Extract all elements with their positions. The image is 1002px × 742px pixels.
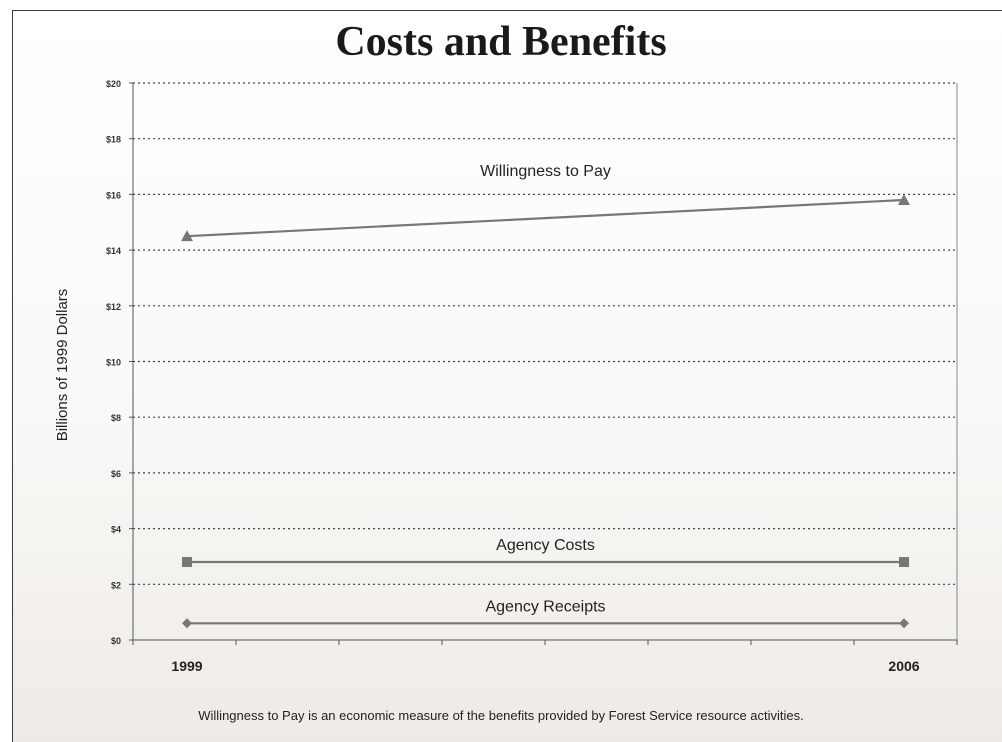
y-tick-label: $20 (106, 79, 121, 89)
grid-layer (133, 82, 957, 585)
y-tick-label: $0 (111, 636, 121, 646)
x-tick-label: 2006 (888, 658, 919, 674)
data-point-square (899, 557, 909, 568)
data-point-triangle (181, 230, 193, 242)
y-tick-label: $16 (106, 190, 121, 200)
data-point-square (182, 557, 192, 568)
data-point-diamond (182, 618, 192, 629)
axis-layer: $0 $2 $4 $6 $8 $10 $12 $14 $16 $18 $20 1999 2006 (106, 79, 958, 674)
series-label: Willingness to Pay (480, 163, 611, 180)
series-layer: Willingness to Pay Agency Costs Agency Rec… (181, 163, 910, 629)
y-tick-label: $14 (106, 246, 121, 256)
series-label: Agency Receipts (485, 598, 605, 615)
series-line (186, 198, 905, 238)
data-point-diamond (899, 618, 909, 629)
y-tick-label: $18 (106, 135, 121, 145)
chart-frame (12, 10, 1002, 742)
y-tick-label: $2 (111, 580, 121, 590)
y-tick-label: $10 (106, 358, 121, 368)
chart-title: Costs and Benefits (335, 19, 667, 65)
x-tick-label: 1999 (171, 658, 202, 674)
series-label: Agency Costs (496, 537, 595, 554)
y-axis-label: Billions of 1999 Dollars (54, 289, 71, 442)
chart-caption: Willingness to Pay is an economic measur… (198, 708, 804, 723)
y-tick-label: $6 (111, 469, 121, 479)
y-tick-label: $4 (111, 525, 121, 535)
data-point-triangle (898, 193, 910, 205)
y-tick-label: $12 (106, 302, 121, 312)
y-tick-label: $8 (111, 413, 121, 423)
